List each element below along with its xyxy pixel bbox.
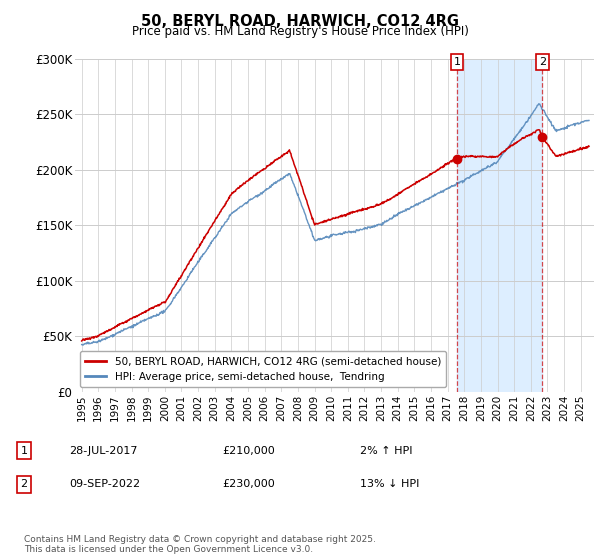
- Legend: 50, BERYL ROAD, HARWICH, CO12 4RG (semi-detached house), HPI: Average price, sem: 50, BERYL ROAD, HARWICH, CO12 4RG (semi-…: [80, 351, 446, 387]
- Text: Price paid vs. HM Land Registry's House Price Index (HPI): Price paid vs. HM Land Registry's House …: [131, 25, 469, 38]
- Text: Contains HM Land Registry data © Crown copyright and database right 2025.
This d: Contains HM Land Registry data © Crown c…: [24, 535, 376, 554]
- Bar: [457, 59, 542, 392]
- Text: 1: 1: [20, 446, 28, 456]
- Text: 2: 2: [539, 57, 546, 67]
- Text: £210,000: £210,000: [222, 446, 275, 456]
- Text: 28-JUL-2017: 28-JUL-2017: [69, 446, 137, 456]
- Text: 09-SEP-2022: 09-SEP-2022: [69, 479, 140, 489]
- Text: 2% ↑ HPI: 2% ↑ HPI: [360, 446, 413, 456]
- Text: £230,000: £230,000: [222, 479, 275, 489]
- Text: 13% ↓ HPI: 13% ↓ HPI: [360, 479, 419, 489]
- Text: 1: 1: [454, 57, 461, 67]
- Text: 50, BERYL ROAD, HARWICH, CO12 4RG: 50, BERYL ROAD, HARWICH, CO12 4RG: [141, 14, 459, 29]
- Text: 2: 2: [20, 479, 28, 489]
